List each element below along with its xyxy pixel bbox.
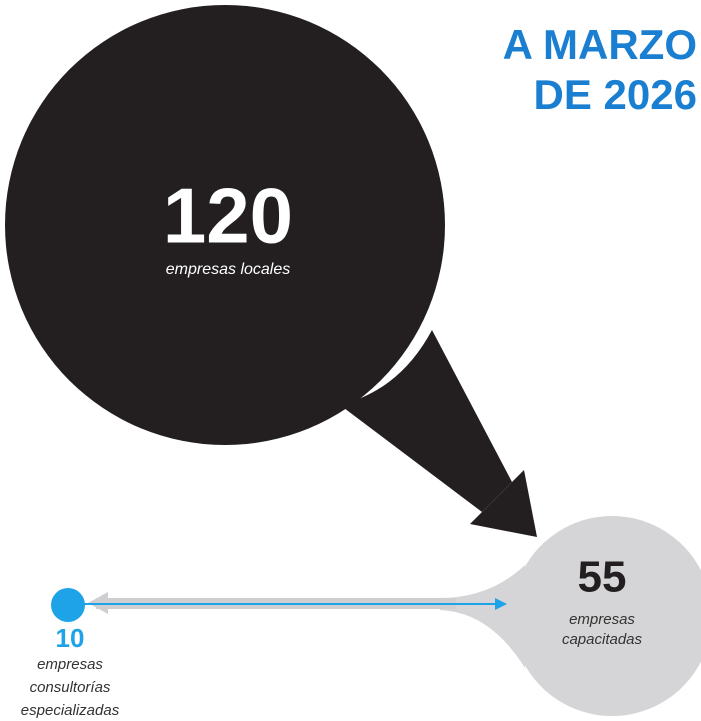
node-label: empresas <box>37 656 103 673</box>
node-label: empresas locales <box>166 261 291 278</box>
blue-arrowhead <box>495 598 507 610</box>
title-line: A MARZO <box>503 21 697 68</box>
black-tail <box>340 330 512 512</box>
black-circle <box>5 5 445 445</box>
node-value: 10 <box>56 623 85 653</box>
node-value: 55 <box>578 553 627 602</box>
node-label: especializadas <box>21 702 120 719</box>
node-label: empresas <box>569 611 635 628</box>
black-arrowhead <box>470 470 537 537</box>
title-line: DE 2026 <box>534 71 697 118</box>
gray-tail <box>440 565 525 668</box>
blue-dot <box>51 588 85 622</box>
node-label: consultorías <box>30 679 111 696</box>
gray-circle <box>512 516 701 716</box>
node-value: 120 <box>163 172 293 260</box>
node-label: capacitadas <box>562 631 643 648</box>
gray-bubble <box>440 516 701 716</box>
black-bubble <box>5 5 537 537</box>
